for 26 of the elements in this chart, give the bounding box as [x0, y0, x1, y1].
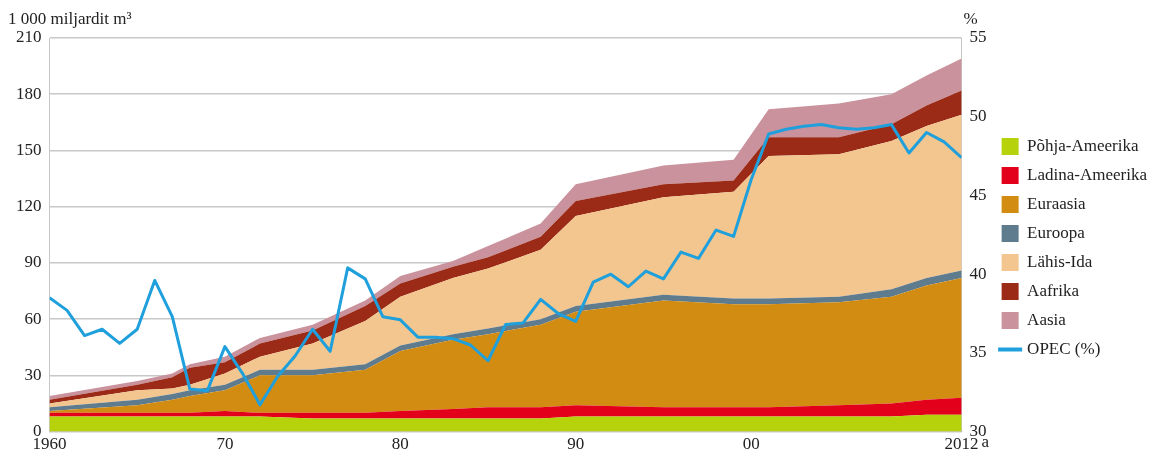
legend-label: Põhja-Ameerika: [1027, 135, 1139, 155]
y2-axis-title: %: [963, 8, 978, 28]
y2-tick-label: 50: [969, 106, 987, 126]
y-tick-label: 90: [24, 252, 42, 272]
x-tick-label: 70: [216, 434, 234, 454]
y2-tick-label: 40: [969, 263, 987, 283]
legend-label: Euroopa: [1027, 222, 1086, 242]
legend-label: Aafrika: [1027, 280, 1080, 300]
legend-label: OPEC (%): [1027, 338, 1101, 358]
x-tick-label: 80: [391, 434, 409, 454]
y-tick-label: 30: [24, 364, 42, 384]
y-axis-title: 1 000 miljardit m³: [8, 8, 132, 28]
y2-tick-label: 45: [969, 184, 987, 204]
legend-label: Ladina-Ameerika: [1027, 164, 1148, 184]
legend-label: Lähis-Ida: [1027, 251, 1093, 271]
x-tick-label: 00: [742, 434, 760, 454]
y-tick-label: 120: [16, 196, 42, 216]
x-tick-label: 90: [567, 434, 585, 454]
y2-tick-label: 55: [969, 27, 987, 47]
y-tick-label: 210: [16, 27, 42, 47]
legend-label: Aasia: [1027, 309, 1067, 329]
legend-label: Euraasia: [1027, 193, 1087, 213]
y-tick-label: 150: [16, 139, 42, 159]
y2-tick-label: 35: [969, 342, 987, 362]
y-tick-label: 60: [24, 308, 42, 328]
y-tick-label: 180: [16, 83, 42, 103]
